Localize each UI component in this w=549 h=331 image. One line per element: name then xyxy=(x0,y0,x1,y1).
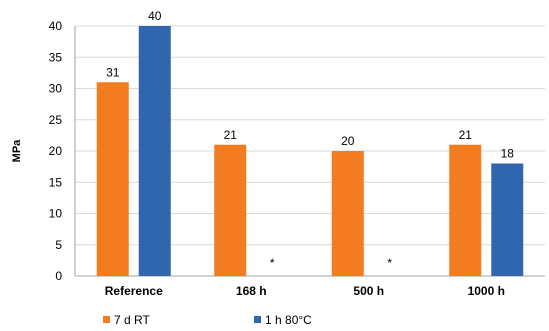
bar xyxy=(491,163,524,276)
y-axis-label: MPa xyxy=(11,139,23,163)
y-axis: 0 5 10 15 20 25 30 35 40 xyxy=(49,19,76,283)
data-label: 21 xyxy=(459,128,473,142)
data-label: 18 xyxy=(501,147,515,161)
y-tick-label: 40 xyxy=(49,19,63,33)
data-label: 20 xyxy=(341,134,355,148)
bar xyxy=(138,26,171,276)
data-labels: 31 40 21 * 20 * 21 18 xyxy=(106,9,514,270)
y-tick-label: 35 xyxy=(49,50,63,64)
bar xyxy=(96,82,129,276)
legend-swatch xyxy=(103,316,110,323)
data-label: 21 xyxy=(224,128,238,142)
legend-label: 1 h 80°C xyxy=(265,313,312,327)
x-axis-categories: Reference 168 h 500 h 1000 h xyxy=(105,284,505,298)
legend: 7 d RT 1 h 80°C xyxy=(103,313,312,327)
data-label: 40 xyxy=(148,9,162,23)
x-tick-label: 1000 h xyxy=(468,284,505,298)
data-label: * xyxy=(387,256,392,270)
x-tick-label: 168 h xyxy=(236,284,267,298)
legend-label: 7 d RT xyxy=(114,313,150,327)
y-tick-label: 0 xyxy=(55,269,62,283)
bar xyxy=(449,144,482,276)
y-tick-label: 30 xyxy=(49,82,63,96)
data-label: 31 xyxy=(106,65,120,79)
x-tick-label: Reference xyxy=(105,284,163,298)
y-tick-label: 15 xyxy=(49,175,63,189)
bars xyxy=(96,26,524,276)
bar xyxy=(214,144,247,276)
y-tick-label: 20 xyxy=(49,144,63,158)
y-tick-label: 25 xyxy=(49,113,63,127)
bar xyxy=(331,151,364,276)
data-label: * xyxy=(270,256,275,270)
y-tick-label: 10 xyxy=(49,207,63,221)
y-tick-label: 5 xyxy=(55,238,62,252)
legend-swatch xyxy=(254,316,261,323)
x-tick-label: 500 h xyxy=(353,284,384,298)
